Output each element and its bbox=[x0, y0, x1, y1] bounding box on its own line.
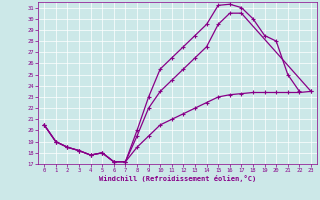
X-axis label: Windchill (Refroidissement éolien,°C): Windchill (Refroidissement éolien,°C) bbox=[99, 175, 256, 182]
